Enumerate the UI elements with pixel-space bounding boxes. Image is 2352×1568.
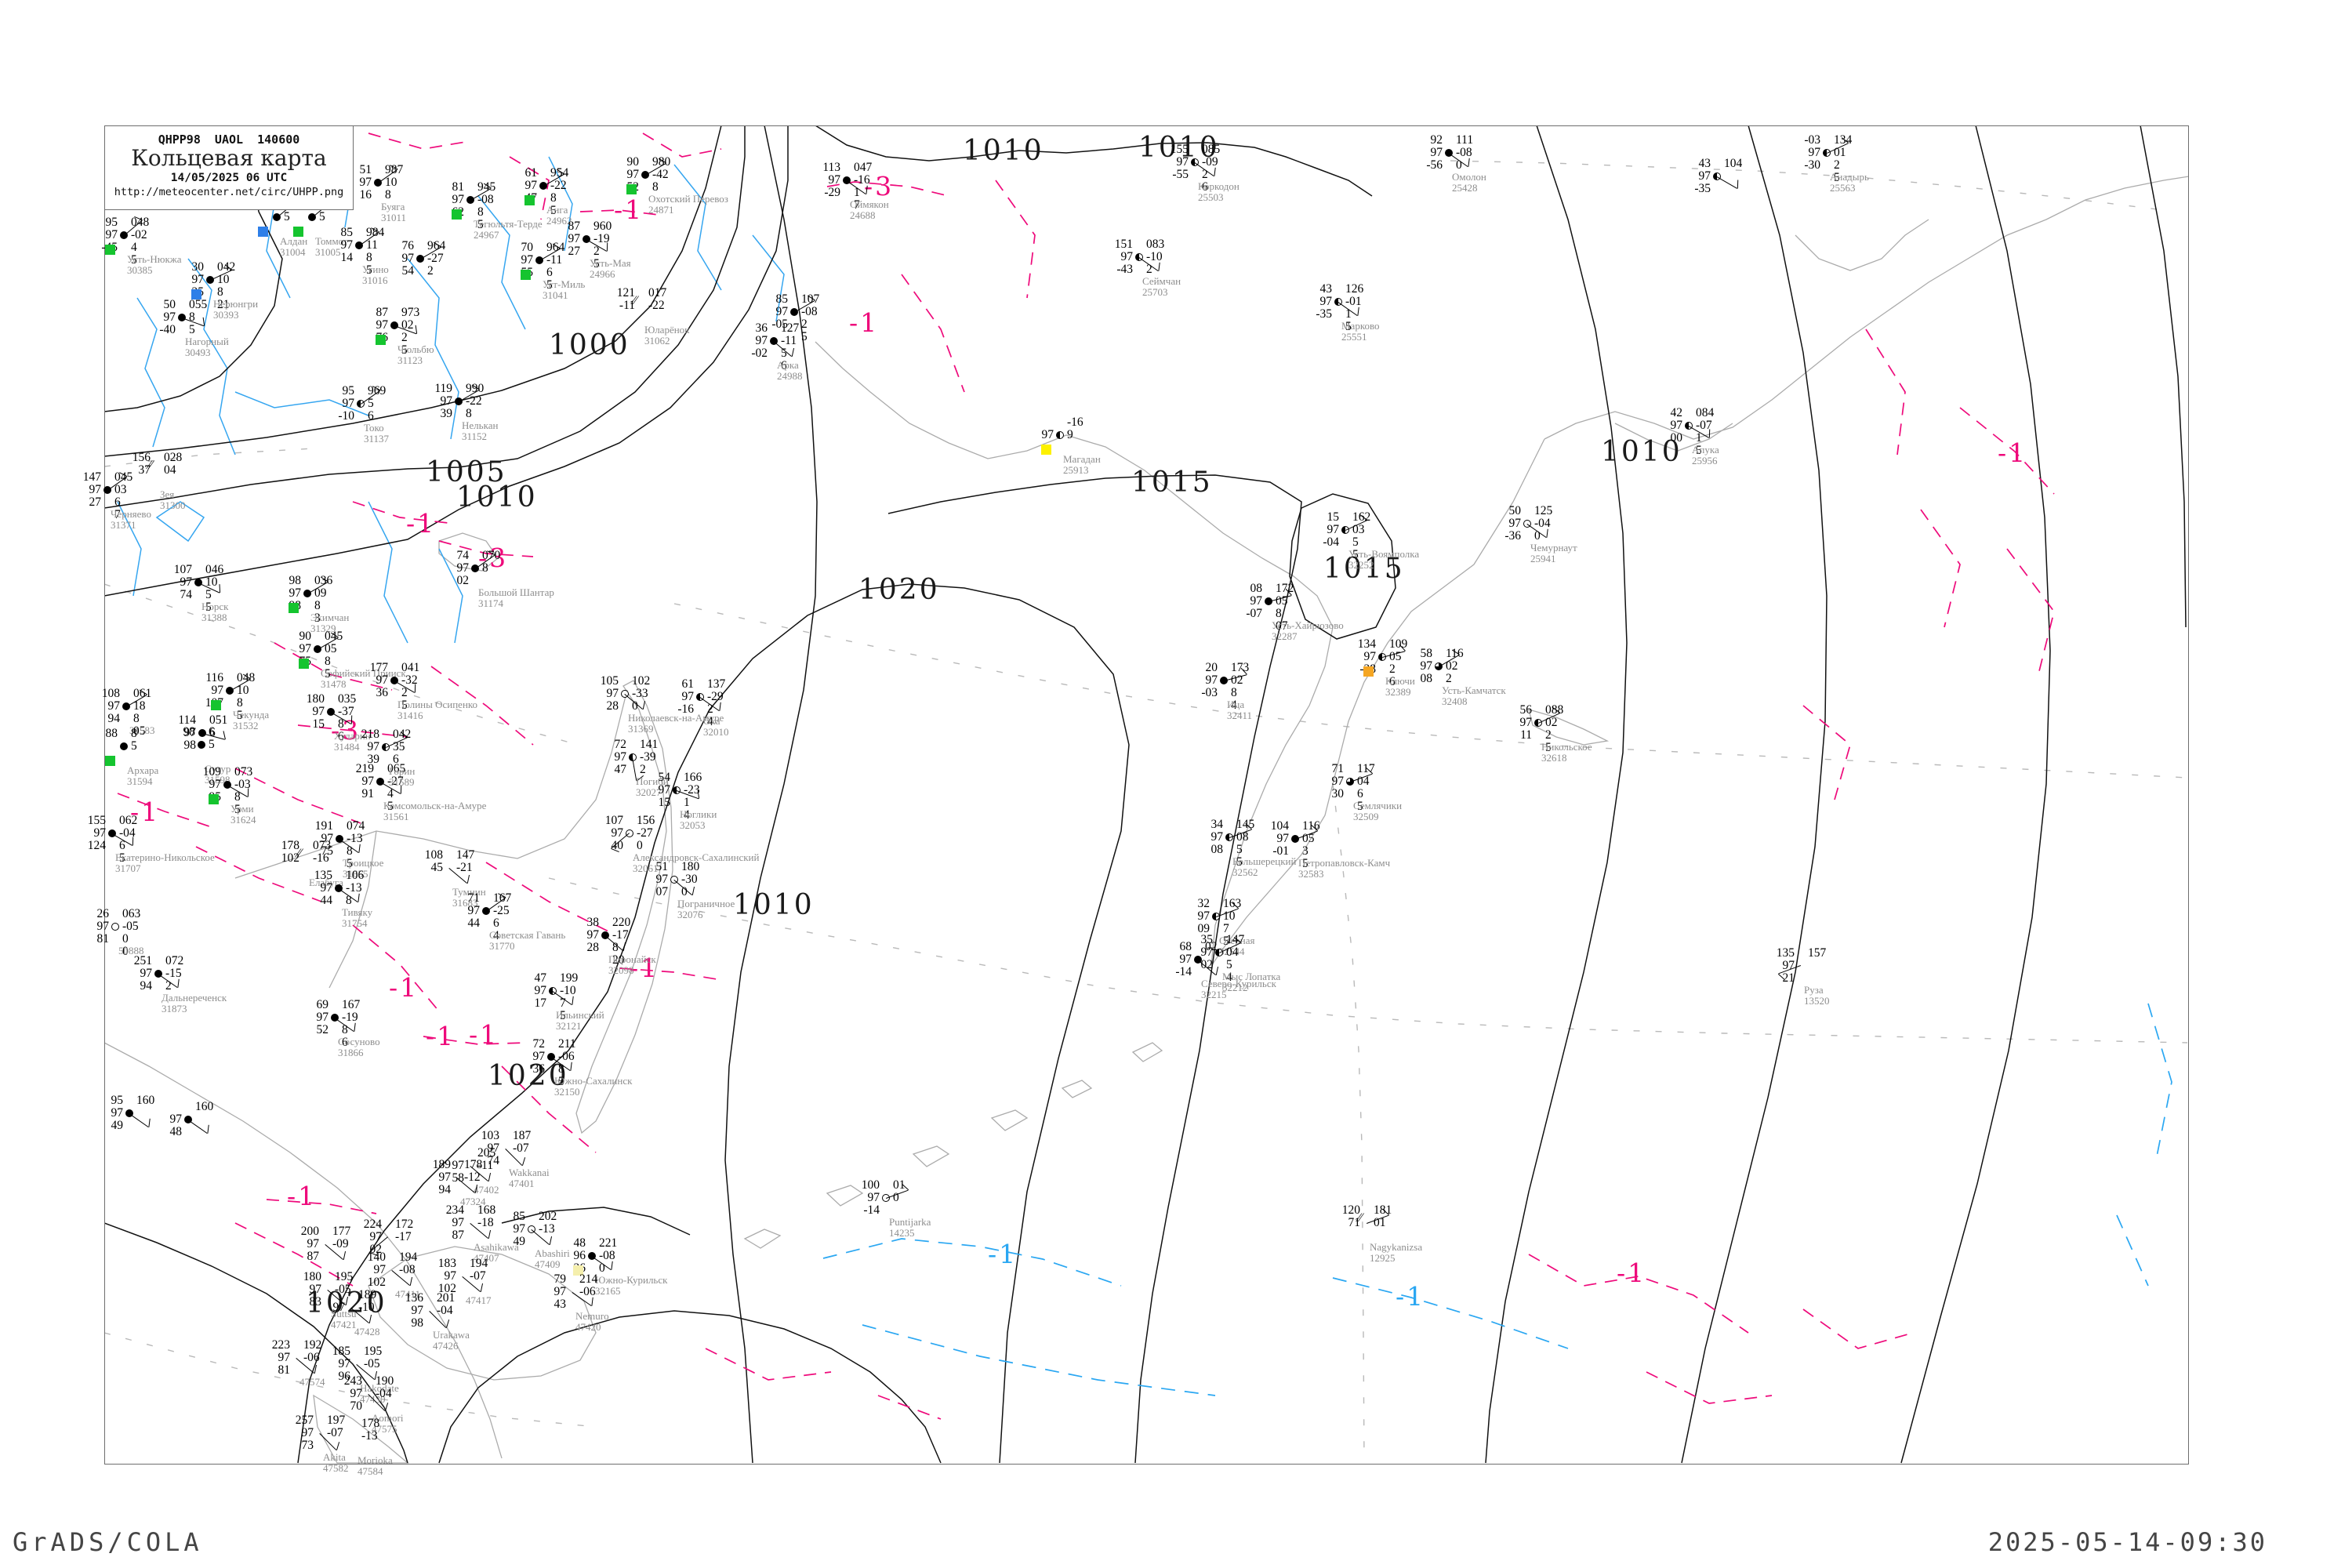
station-values-left: 147 97 27 bbox=[82, 470, 101, 509]
source-url[interactable]: http://meteocenter.net/circ/UHPP.png bbox=[114, 186, 344, 198]
title-box: QHPP98 UAOL 140600 Кольцевая карта 14/05… bbox=[104, 125, 354, 210]
cyan-advection-lines bbox=[822, 1003, 2172, 1396]
map-title: Кольцевая карта bbox=[131, 145, 327, 171]
map-canvas bbox=[104, 125, 2189, 1464]
bulletin-header: QHPP98 UAOL 140600 bbox=[158, 132, 300, 147]
river-lines bbox=[117, 140, 785, 644]
isobar-lines bbox=[104, 125, 2187, 1464]
map-datetime: 14/05/2025 06 UTC bbox=[170, 172, 288, 184]
magenta-advection-lines bbox=[117, 132, 2055, 1420]
station-values-left: 155 97 124 bbox=[87, 814, 106, 852]
graticule-lines bbox=[104, 160, 2188, 1464]
render-timestamp: 2025-05-14-09:30 bbox=[1987, 1527, 2267, 1557]
grads-credit: GrADS/COLA bbox=[13, 1527, 203, 1557]
coastline-lines bbox=[104, 176, 2189, 1464]
